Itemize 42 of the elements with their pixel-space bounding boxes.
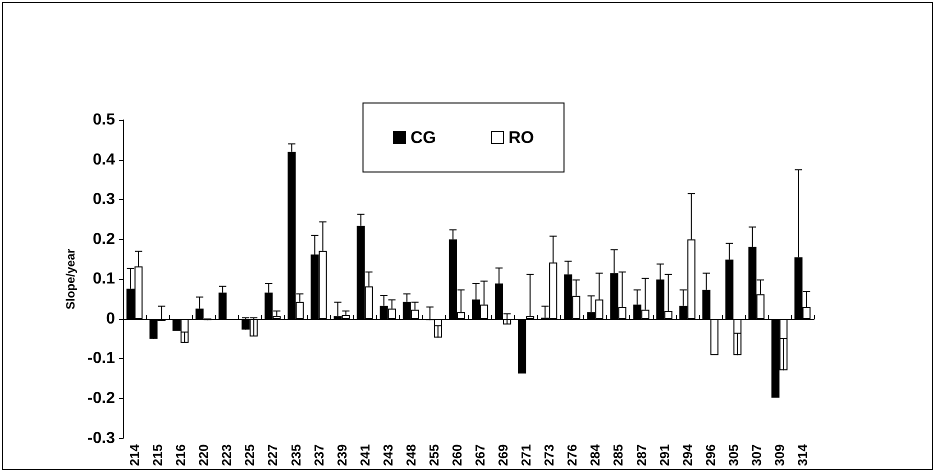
x-tick-label: 267 [472, 444, 488, 466]
y-tick-label: 0.2 [92, 230, 116, 248]
x-tick-label: 225 [242, 444, 258, 466]
y-axis-title: Slope/year [64, 248, 78, 310]
x-tick-label: 216 [173, 444, 188, 466]
y-tick-label: 0 [106, 310, 116, 328]
x-tick-label: 214 [127, 444, 142, 466]
y-tick-label: 0.4 [92, 151, 116, 168]
x-tick-label: 260 [449, 444, 464, 466]
x-tick-label: 235 [288, 444, 304, 466]
legend-label: RO [508, 128, 534, 147]
y-tick-label: -0.1 [87, 350, 116, 368]
x-tick-label: 273 [542, 444, 557, 466]
x-tick-label: 284 [588, 444, 603, 466]
x-tick-label: 239 [334, 444, 350, 466]
x-tick-label: 223 [219, 444, 234, 466]
x-tick-label: 227 [265, 444, 280, 466]
x-tick-label: 255 [426, 444, 442, 466]
x-tick-label: 220 [196, 444, 212, 466]
x-tick-label: 271 [518, 444, 534, 466]
x-tick-label: 269 [496, 444, 511, 466]
y-tick-label: 0.5 [92, 112, 116, 128]
y-tick-label: -0.3 [87, 430, 116, 447]
x-tick-label: 305 [726, 444, 741, 466]
x-tick-label: 314 [794, 444, 810, 466]
x-tick-label: 215 [150, 444, 166, 466]
x-tick-label: 285 [610, 444, 626, 466]
legend-label: CG [410, 128, 436, 147]
x-tick-label: 241 [357, 444, 372, 466]
y-tick-label: 0.1 [92, 270, 116, 288]
x-tick-label: 237 [311, 444, 326, 466]
x-tick-label: 287 [634, 444, 649, 466]
x-tick-label: 307 [748, 444, 764, 466]
x-tick-label: 294 [680, 444, 695, 466]
x-tick-label: 276 [564, 444, 580, 466]
x-tick-label: 243 [380, 444, 396, 466]
x-tick-label: 291 [656, 444, 672, 466]
x-tick-label: 296 [702, 444, 718, 466]
x-tick-label: 248 [403, 444, 418, 466]
y-tick-label: -0.2 [87, 390, 116, 408]
y-tick-label: 0.3 [92, 191, 116, 208]
x-tick-label: 309 [772, 444, 787, 466]
